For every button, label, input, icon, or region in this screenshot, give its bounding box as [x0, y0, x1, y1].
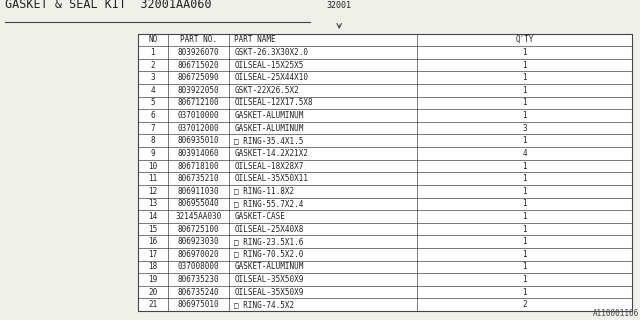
- Text: GASKET-ALUMINUM: GASKET-ALUMINUM: [234, 111, 303, 120]
- Text: OILSEAL-25X44X10: OILSEAL-25X44X10: [234, 73, 308, 82]
- Text: 13: 13: [148, 199, 157, 208]
- Text: 806718100: 806718100: [178, 162, 220, 171]
- Text: 15: 15: [148, 225, 157, 234]
- Text: 9: 9: [150, 149, 156, 158]
- Text: GASKET-CASE: GASKET-CASE: [234, 212, 285, 221]
- Text: 8: 8: [150, 136, 156, 145]
- Text: 1: 1: [522, 187, 527, 196]
- Text: 11: 11: [148, 174, 157, 183]
- Text: 1: 1: [522, 99, 527, 108]
- Text: 17: 17: [148, 250, 157, 259]
- Text: OILSEAL-35X50X9: OILSEAL-35X50X9: [234, 288, 303, 297]
- Text: □ RING-11.8X2: □ RING-11.8X2: [234, 187, 294, 196]
- Text: 1: 1: [522, 162, 527, 171]
- Text: 3: 3: [150, 73, 156, 82]
- Text: 32001: 32001: [326, 1, 351, 10]
- Text: 1: 1: [522, 199, 527, 208]
- Text: 1: 1: [522, 262, 527, 271]
- Text: □ RING-23.5X1.6: □ RING-23.5X1.6: [234, 237, 303, 246]
- Text: 803922050: 803922050: [178, 86, 220, 95]
- Bar: [138, 34, 632, 311]
- Text: 806970020: 806970020: [178, 250, 220, 259]
- Text: OILSEAL-25X40X8: OILSEAL-25X40X8: [234, 225, 303, 234]
- Text: 19: 19: [148, 275, 157, 284]
- Text: 16: 16: [148, 237, 157, 246]
- Text: 2: 2: [522, 300, 527, 309]
- Text: 10: 10: [148, 162, 157, 171]
- Text: GASKET & SEAL KIT  32001AA060: GASKET & SEAL KIT 32001AA060: [5, 0, 212, 11]
- Text: 1: 1: [522, 111, 527, 120]
- Text: 18: 18: [148, 262, 157, 271]
- Text: 20: 20: [148, 288, 157, 297]
- Text: OILSEAL-15X25X5: OILSEAL-15X25X5: [234, 60, 303, 70]
- Text: Q'TY: Q'TY: [515, 36, 534, 44]
- Text: 4: 4: [150, 86, 156, 95]
- Text: □ RING-55.7X2.4: □ RING-55.7X2.4: [234, 199, 303, 208]
- Text: 1: 1: [522, 60, 527, 70]
- Text: 1: 1: [522, 288, 527, 297]
- Text: 806735210: 806735210: [178, 174, 220, 183]
- Text: 14: 14: [148, 212, 157, 221]
- Text: 806923030: 806923030: [178, 237, 220, 246]
- Text: 1: 1: [522, 48, 527, 57]
- Text: 21: 21: [148, 300, 157, 309]
- Text: NO: NO: [148, 36, 157, 44]
- Text: 803914060: 803914060: [178, 149, 220, 158]
- Text: 1: 1: [522, 275, 527, 284]
- Text: 6: 6: [150, 111, 156, 120]
- Text: 7: 7: [150, 124, 156, 133]
- Text: 037008000: 037008000: [178, 262, 220, 271]
- Text: □ RING-35.4X1.5: □ RING-35.4X1.5: [234, 136, 303, 145]
- Text: 806712100: 806712100: [178, 99, 220, 108]
- Text: 1: 1: [522, 86, 527, 95]
- Text: OILSEAL-18X28X7: OILSEAL-18X28X7: [234, 162, 303, 171]
- Text: OILSEAL-35X50X11: OILSEAL-35X50X11: [234, 174, 308, 183]
- Text: 4: 4: [522, 149, 527, 158]
- Text: 1: 1: [522, 174, 527, 183]
- Text: 3: 3: [522, 124, 527, 133]
- Text: 806975010: 806975010: [178, 300, 220, 309]
- Text: 1: 1: [522, 212, 527, 221]
- Text: 806735230: 806735230: [178, 275, 220, 284]
- Text: PART NO.: PART NO.: [180, 36, 217, 44]
- Text: 037010000: 037010000: [178, 111, 220, 120]
- Text: 806911030: 806911030: [178, 187, 220, 196]
- Text: GSKT-22X26.5X2: GSKT-22X26.5X2: [234, 86, 299, 95]
- Text: 806735240: 806735240: [178, 288, 220, 297]
- Text: GASKET-14.2X21X2: GASKET-14.2X21X2: [234, 149, 308, 158]
- Text: 806955040: 806955040: [178, 199, 220, 208]
- Text: OILSEAL-12X17.5X8: OILSEAL-12X17.5X8: [234, 99, 313, 108]
- Text: 1: 1: [522, 225, 527, 234]
- Text: 806715020: 806715020: [178, 60, 220, 70]
- Text: 1: 1: [150, 48, 156, 57]
- Text: 803926070: 803926070: [178, 48, 220, 57]
- Text: 32145AA030: 32145AA030: [175, 212, 222, 221]
- Text: 1: 1: [522, 237, 527, 246]
- Text: □ RING-74.5X2: □ RING-74.5X2: [234, 300, 294, 309]
- Text: 2: 2: [150, 60, 156, 70]
- Text: 037012000: 037012000: [178, 124, 220, 133]
- Text: GASKET-ALUMINUM: GASKET-ALUMINUM: [234, 124, 303, 133]
- Text: GSKT-26.3X30X2.0: GSKT-26.3X30X2.0: [234, 48, 308, 57]
- Text: 806725090: 806725090: [178, 73, 220, 82]
- Text: PART NAME: PART NAME: [234, 36, 276, 44]
- Text: 12: 12: [148, 187, 157, 196]
- Text: OILSEAL-35X50X9: OILSEAL-35X50X9: [234, 275, 303, 284]
- Text: GASKET-ALUMINUM: GASKET-ALUMINUM: [234, 262, 303, 271]
- Text: 1: 1: [522, 136, 527, 145]
- Text: 1: 1: [522, 250, 527, 259]
- Text: □ RING-70.5X2.0: □ RING-70.5X2.0: [234, 250, 303, 259]
- Text: 806725100: 806725100: [178, 225, 220, 234]
- Text: 806935010: 806935010: [178, 136, 220, 145]
- Text: 5: 5: [150, 99, 156, 108]
- Text: A110001166: A110001166: [593, 309, 639, 318]
- Text: 1: 1: [522, 73, 527, 82]
